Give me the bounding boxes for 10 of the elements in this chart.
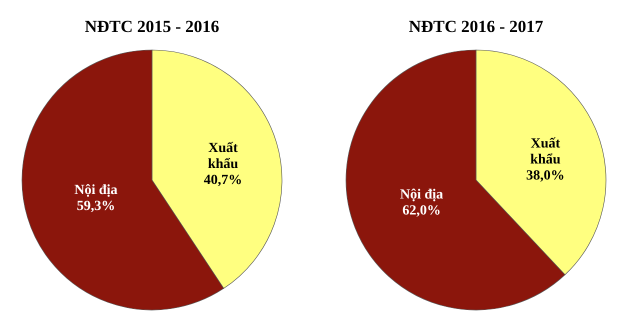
slice-label: Nội địa [400, 188, 444, 203]
chart-title: NĐTC 2015 - 2016 [84, 17, 220, 36]
data-label: 38,0% [526, 168, 565, 184]
chart-title: NĐTC 2016 - 2017 [408, 17, 544, 36]
slice-label: Nội địa [74, 182, 118, 198]
data-label: 62,0% [402, 204, 441, 219]
slice-label: Xuất khẩu [530, 136, 561, 168]
data-label: 59,3% [76, 198, 116, 214]
slice-label: Xuất khẩu [208, 141, 238, 172]
data-label: 40,7% [204, 173, 242, 188]
